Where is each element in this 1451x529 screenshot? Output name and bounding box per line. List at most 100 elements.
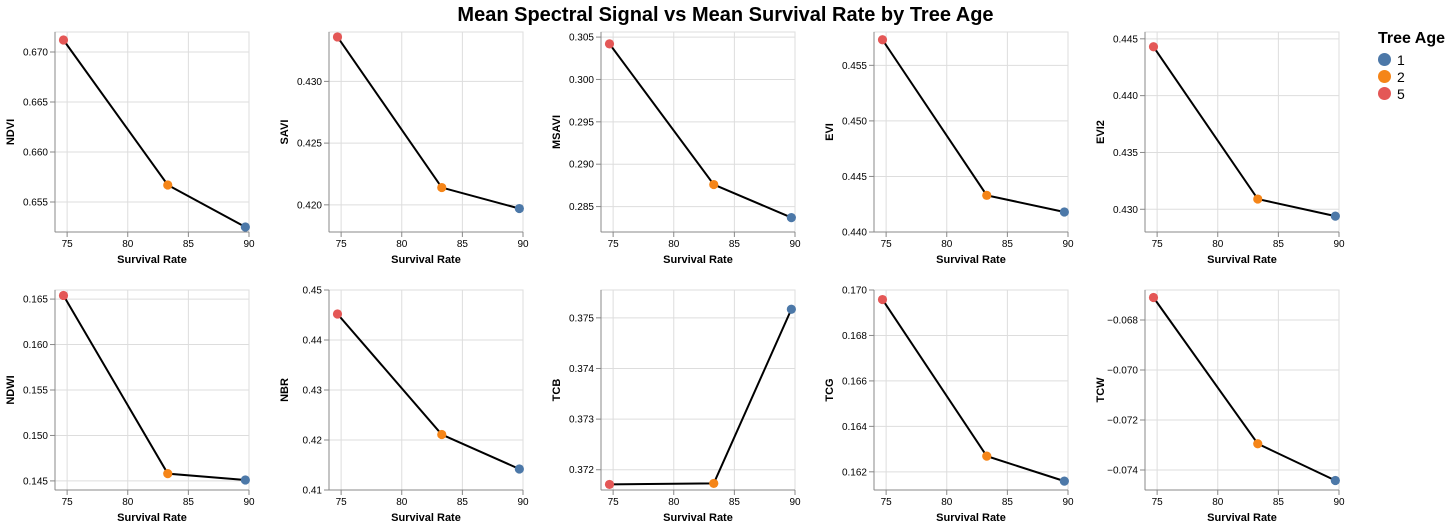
y-axis-title: NDVI <box>5 119 17 145</box>
x-tick-label: 75 <box>62 239 74 250</box>
series-line <box>881 298 1065 483</box>
y-tick-label: 0.660 <box>23 148 48 159</box>
y-tick-label: 0.655 <box>23 198 48 209</box>
data-point-age-1 <box>1059 476 1069 486</box>
y-tick-label: 0.430 <box>297 77 322 88</box>
x-tick-label: 85 <box>457 497 469 508</box>
x-tick-label: 90 <box>789 239 801 250</box>
data-point-age-2 <box>437 429 447 440</box>
legend-swatch-2 <box>1378 70 1391 83</box>
x-axis-title: Survival Rate <box>1207 512 1277 524</box>
x-tick-label: 85 <box>1273 239 1285 250</box>
panel-nbr: 75 80 85 90 0.41 0.42 0.43 0.44 0.45 Survival Rat… <box>279 286 529 525</box>
y-tick-label: 0.455 <box>842 61 867 72</box>
y-tick-label: 0.43 <box>303 386 323 397</box>
y-axis-title: EVI <box>824 123 836 141</box>
data-point-age-2 <box>437 182 447 193</box>
y-axis-title: MSAVI <box>551 115 563 149</box>
series-line <box>608 43 792 219</box>
y-tick-label: 0.305 <box>569 33 594 44</box>
x-axis-title: Survival Rate <box>391 254 461 266</box>
panel-ndvi: 75 80 85 90 0.655 0.660 0.665 0.670 Survival Rat… <box>5 31 255 266</box>
x-tick-label: 90 <box>1062 239 1074 250</box>
plot-frame <box>600 31 796 233</box>
legend-item-5[interactable]: 5 <box>1378 85 1445 102</box>
x-tick-label: 90 <box>1062 497 1074 508</box>
y-tick-label: 0.435 <box>1113 148 1138 159</box>
y-tick-label: 0.670 <box>23 48 48 59</box>
data-point-age-1 <box>1059 207 1069 217</box>
data-point-age-1 <box>240 475 250 485</box>
x-tick-label: 75 <box>1152 239 1164 250</box>
y-tick-label: 0.295 <box>569 117 594 128</box>
x-tick-label: 90 <box>243 497 255 508</box>
data-point-age-5 <box>1148 42 1159 52</box>
x-tick-label: 85 <box>183 497 195 508</box>
x-tick-label: 80 <box>668 497 680 508</box>
legend-label-1: 1 <box>1397 51 1405 68</box>
x-tick-label: 80 <box>1212 239 1224 250</box>
x-tick-label: 90 <box>1333 239 1345 250</box>
y-tick-label: 0.440 <box>842 228 867 239</box>
legend-item-1[interactable]: 1 <box>1378 51 1445 68</box>
y-axis-title: SAVI <box>279 120 291 145</box>
data-point-age-5 <box>877 294 888 305</box>
x-tick-label: 85 <box>183 239 195 250</box>
series-line <box>1152 46 1336 218</box>
y-tick-label: 0.155 <box>23 386 48 397</box>
legend-item-2[interactable]: 2 <box>1378 68 1445 85</box>
y-axis-title: TCW <box>1095 377 1107 403</box>
x-tick-label: 85 <box>1002 497 1014 508</box>
y-tick-label: 0.373 <box>569 415 594 426</box>
y-tick-label: 0.425 <box>297 139 322 150</box>
y-tick-label: 0.430 <box>1113 205 1138 216</box>
y-tick-label: 0.420 <box>297 200 322 211</box>
panel-evi2: 75 80 85 90 0.430 0.435 0.440 0.445 Survival Rat… <box>1095 31 1345 266</box>
y-tick-label: 0.160 <box>23 340 48 351</box>
y-axis-title: TCB <box>551 379 563 402</box>
x-axis-title: Survival Rate <box>936 512 1006 524</box>
plot-frame <box>600 289 796 491</box>
y-tick-label: −0.068 <box>1107 316 1138 327</box>
x-axis-title: Survival Rate <box>117 254 187 266</box>
y-tick-label: 0.42 <box>303 436 323 447</box>
x-tick-label: 80 <box>396 239 408 250</box>
y-tick-label: 0.41 <box>303 486 323 497</box>
chart-title: Mean Spectral Signal vs Mean Survival Ra… <box>457 4 994 26</box>
y-tick-label: 0.445 <box>842 172 867 183</box>
x-tick-label: 80 <box>1212 497 1224 508</box>
y-axis-title: TCG <box>824 378 836 401</box>
x-tick-label: 75 <box>608 239 620 250</box>
panel-tcg: 75 80 85 90 0.162 0.164 0.166 0.168 0.170 Surviva… <box>824 286 1074 525</box>
data-point-age-1 <box>786 304 796 314</box>
plot-frame <box>873 31 1069 233</box>
data-point-age-2 <box>1253 194 1263 204</box>
x-tick-label: 80 <box>668 239 680 250</box>
panel-msavi: 75 80 85 90 0.285 0.290 0.295 0.300 0.305 Surviva… <box>551 31 801 266</box>
legend-label-5: 5 <box>1397 85 1405 102</box>
y-tick-label: 0.445 <box>1113 34 1138 45</box>
data-point-age-2 <box>709 179 719 190</box>
panel-savi: 75 80 85 90 0.420 0.425 0.430 Survival Rate SAVI <box>279 31 529 266</box>
data-point-age-1 <box>514 464 524 474</box>
data-point-age-5 <box>58 290 69 301</box>
x-tick-label: 90 <box>243 239 255 250</box>
series-line <box>336 313 520 470</box>
x-tick-label: 80 <box>122 497 134 508</box>
data-point-age-1 <box>1330 475 1340 486</box>
x-tick-label: 80 <box>941 239 953 250</box>
x-tick-label: 90 <box>517 239 529 250</box>
plot-frame <box>873 289 1069 491</box>
data-point-age-1 <box>240 222 250 232</box>
series-line <box>62 39 246 228</box>
data-point-age-1 <box>1330 211 1340 221</box>
y-tick-label: 0.372 <box>569 465 594 476</box>
y-tick-label: 0.150 <box>23 431 48 442</box>
data-point-age-2 <box>982 451 992 461</box>
x-tick-label: 85 <box>729 497 741 508</box>
y-tick-label: 0.440 <box>1113 91 1138 102</box>
data-point-age-5 <box>58 35 69 45</box>
x-tick-label: 75 <box>881 239 893 250</box>
data-point-age-5 <box>332 309 343 319</box>
